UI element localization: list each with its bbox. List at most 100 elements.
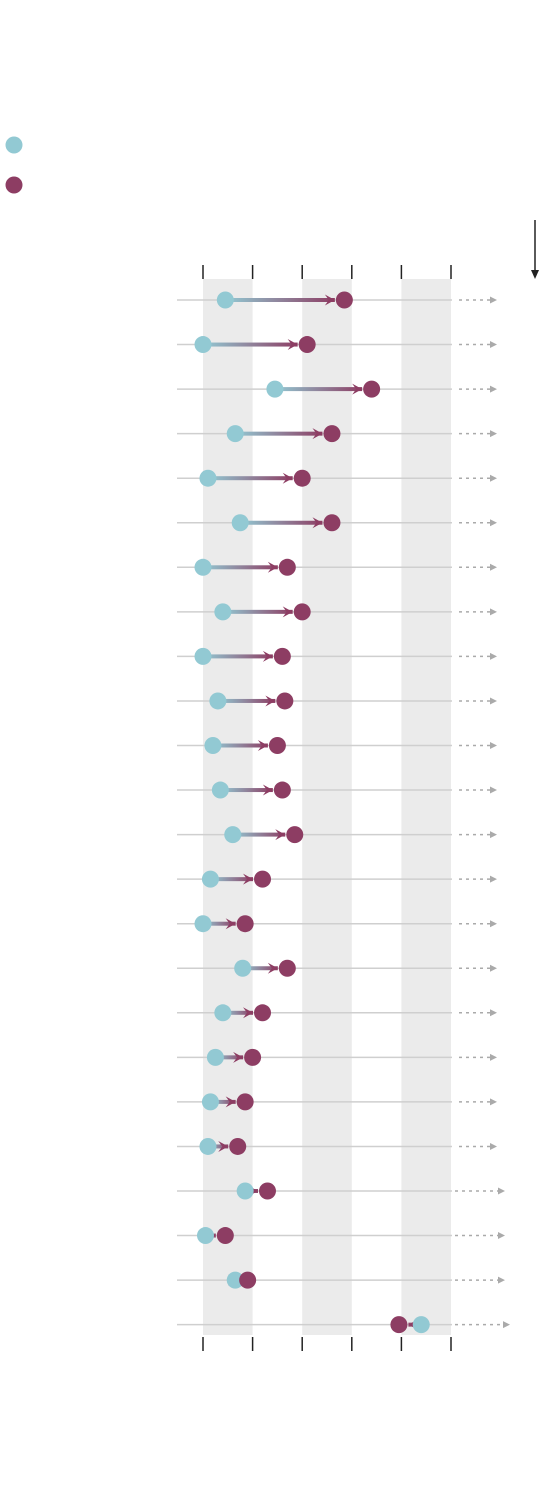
start-point [211, 781, 229, 799]
connector-line [203, 654, 273, 659]
start-point [199, 469, 217, 487]
legend-marker-0 [5, 136, 23, 154]
connector-arrowhead-icon [312, 428, 323, 440]
connector-arrowhead-icon [352, 383, 363, 395]
start-point [204, 737, 222, 754]
start-point [234, 959, 252, 977]
start-point [266, 380, 284, 398]
continuation-arrow-icon [490, 831, 497, 839]
continuation-arrow-icon [498, 1187, 505, 1195]
end-point [273, 781, 291, 799]
connector-line [242, 966, 278, 971]
connector-line [207, 476, 293, 481]
connector-arrowhead-icon [267, 561, 278, 573]
start-point [214, 1004, 232, 1022]
continuation-arrow-icon [490, 519, 497, 527]
end-point [229, 1137, 247, 1155]
connector-line [210, 877, 254, 882]
continuation-arrow-icon [490, 786, 497, 794]
start-point [194, 647, 212, 665]
start-point [196, 1227, 214, 1245]
end-point [254, 870, 272, 888]
connector-line [203, 565, 278, 570]
dumbbell-row [177, 781, 497, 799]
end-point [244, 1048, 262, 1066]
connector-arrowhead-icon [243, 1007, 254, 1019]
connector-arrowhead-icon [257, 740, 268, 751]
dumbbell-row [177, 1316, 510, 1334]
end-point [323, 425, 341, 443]
grid-band-0 [203, 279, 253, 1335]
connector-arrowhead-icon [225, 1096, 236, 1108]
continuation-arrow-icon [490, 964, 497, 972]
dumbbell-row [177, 870, 497, 888]
end-point [323, 514, 341, 532]
connector-arrowhead-icon [243, 873, 254, 885]
end-point [254, 1004, 272, 1022]
dumbbell-row [177, 915, 497, 933]
continuation-arrow-icon [490, 742, 497, 749]
connector-line [217, 698, 276, 703]
continuation-arrow-icon [490, 341, 497, 349]
end-point [390, 1316, 408, 1334]
connector-line [232, 832, 286, 837]
end-point [239, 1271, 257, 1289]
continuation-arrow-icon [503, 1321, 510, 1329]
connector-arrowhead-icon [287, 339, 298, 351]
connector-arrowhead-icon [225, 918, 236, 930]
dumbbell-row [177, 1048, 497, 1066]
connector-arrowhead-icon [312, 517, 323, 529]
dumbbell-row [177, 737, 497, 754]
start-point [224, 826, 242, 844]
end-point [278, 959, 296, 977]
grid-band-2 [401, 279, 451, 1335]
sort-arrow-icon[interactable] [531, 220, 539, 279]
dumbbell-row [177, 336, 497, 354]
connector-line [220, 788, 273, 793]
end-point [293, 603, 311, 621]
end-point [268, 737, 286, 754]
connector-line [212, 743, 268, 748]
continuation-arrow-icon [490, 920, 497, 928]
start-point [209, 692, 227, 710]
dumbbell-rows [177, 291, 510, 1334]
start-point [201, 870, 219, 888]
start-point [194, 336, 212, 354]
continuation-arrow-icon [490, 1053, 497, 1061]
connector-arrowhead-icon [218, 1140, 229, 1152]
start-point [194, 915, 212, 933]
end-point [298, 336, 316, 354]
x-axis-ticks [202, 265, 452, 1351]
end-point [273, 647, 291, 665]
connector-line [225, 298, 335, 302]
dumbbell-row [177, 1137, 497, 1155]
connector-line [235, 431, 323, 436]
connector-line [215, 1055, 244, 1060]
start-point [412, 1316, 430, 1334]
start-point [206, 1048, 224, 1066]
end-point [335, 291, 353, 309]
dumbbell-row [177, 826, 497, 844]
connector-arrowhead-icon [262, 784, 273, 796]
continuation-arrow-icon [490, 430, 497, 438]
connector-line [207, 1144, 229, 1149]
connector-arrowhead-icon [324, 294, 335, 306]
connector-arrowhead-icon [282, 472, 293, 484]
dumbbell-row [177, 425, 497, 443]
continuation-arrow-icon [490, 608, 497, 616]
end-point [216, 1227, 234, 1245]
connector-arrowhead-icon [233, 1051, 244, 1063]
dumbbell-row [177, 647, 497, 665]
dumbbell-row [177, 469, 497, 487]
start-point [214, 603, 232, 621]
continuation-arrow-icon [490, 296, 497, 304]
dumbbell-row [177, 380, 497, 398]
connector-line [240, 520, 323, 525]
start-point [226, 425, 244, 443]
end-point [236, 1093, 254, 1111]
start-point [216, 291, 234, 309]
dumbbell-row [177, 1004, 497, 1022]
dumbbell-row [177, 514, 497, 532]
grid-bands [203, 279, 451, 1335]
start-point [201, 1093, 219, 1111]
